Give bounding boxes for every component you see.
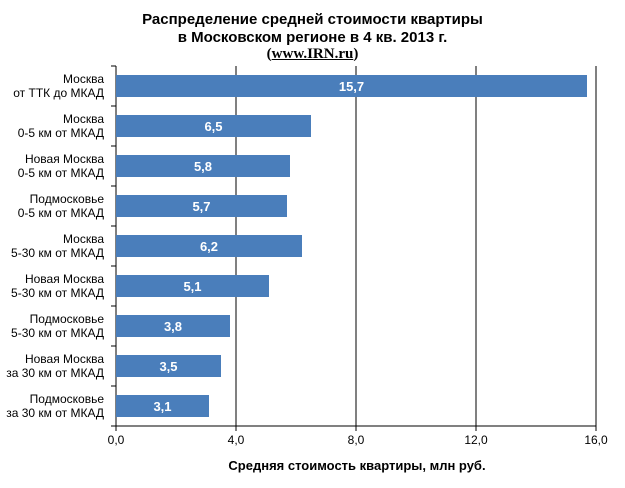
source-link[interactable]: www.IRN.ru bbox=[271, 46, 354, 62]
category-label-6-line-0: Подмосковье bbox=[30, 312, 105, 326]
bar-4 bbox=[116, 235, 302, 257]
bar-6 bbox=[116, 315, 230, 337]
category-label-2-line-0: Новая Москва bbox=[25, 152, 104, 166]
bar-5 bbox=[116, 275, 269, 297]
chart-title-source: (www.IRN.ru) bbox=[266, 46, 359, 62]
x-tick-label-3: 12,0 bbox=[464, 433, 488, 447]
category-label-0-line-0: Москва bbox=[63, 72, 104, 86]
bar-1 bbox=[116, 115, 311, 137]
chart-title-line-1: Распределение средней стоимости квартиры bbox=[142, 11, 483, 28]
category-label-7-line-1: за 30 км от МКАД bbox=[6, 366, 104, 380]
bar-7 bbox=[116, 355, 221, 377]
category-label-0: Москва от ТТК до МКАД bbox=[13, 72, 104, 100]
bar-value-label-6: 3,8 bbox=[164, 319, 182, 334]
category-label-7-line-0: Новая Москва bbox=[25, 352, 104, 366]
category-label-1-line-1: 0-5 км от МКАД bbox=[18, 126, 104, 140]
bar-value-label-3: 5,7 bbox=[192, 199, 210, 214]
x-axis-label: Средняя стоимость квартиры, млн руб. bbox=[228, 458, 486, 473]
category-label-1-line-0: Москва bbox=[63, 112, 104, 126]
bar-2 bbox=[116, 155, 290, 177]
category-label-3-line-0: Подмосковье bbox=[30, 192, 105, 206]
x-tick-label-0: 0,0 bbox=[108, 433, 125, 447]
bar-0 bbox=[116, 75, 587, 97]
chart-title-line-2: в Московском регионе в 4 кв. 2013 г. bbox=[177, 29, 448, 46]
category-label-5: Новая Москва 5-30 км от МКАД bbox=[11, 272, 104, 300]
x-tick-label-2: 8,0 bbox=[348, 433, 365, 447]
category-label-7: Новая Москва за 30 км от МКАД bbox=[6, 352, 104, 380]
bar-value-label-7: 3,5 bbox=[159, 359, 177, 374]
category-label-3: Подмосковье 0-5 км от МКАД bbox=[18, 192, 105, 220]
category-label-2: Новая Москва 0-5 км от МКАД bbox=[18, 152, 105, 180]
bar-value-label-2: 5,8 bbox=[194, 159, 212, 174]
category-label-2-line-1: 0-5 км от МКАД bbox=[18, 166, 104, 180]
category-label-8: Подмосковье за 30 км от МКАД bbox=[6, 392, 104, 420]
category-label-1: Москва 0-5 км от МКАД bbox=[18, 112, 105, 140]
category-label-8-line-0: Подмосковье bbox=[30, 392, 105, 406]
category-label-5-line-1: 5-30 км от МКАД bbox=[11, 286, 104, 300]
bar-3 bbox=[116, 195, 287, 217]
category-label-4: Москва 5-30 км от МКАД bbox=[11, 232, 104, 260]
x-tick-label-1: 4,0 bbox=[228, 433, 245, 447]
category-label-5-line-0: Новая Москва bbox=[25, 272, 104, 286]
x-tick-label-4: 16,0 bbox=[584, 433, 608, 447]
category-label-4-line-0: Москва bbox=[63, 232, 104, 246]
category-label-4-line-1: 5-30 км от МКАД bbox=[11, 246, 104, 260]
bar-value-label-4: 6,2 bbox=[200, 239, 218, 254]
category-label-6: Подмосковье 5-30 км от МКАД bbox=[11, 312, 104, 340]
category-label-3-line-1: 0-5 км от МКАД bbox=[18, 206, 104, 220]
category-label-0-line-1: от ТТК до МКАД bbox=[13, 86, 104, 100]
bar-value-label-1: 6,5 bbox=[204, 119, 222, 134]
bar-value-label-0: 15,7 bbox=[339, 79, 364, 94]
category-label-6-line-1: 5-30 км от МКАД bbox=[11, 326, 104, 340]
bar-value-label-8: 3,1 bbox=[153, 399, 171, 414]
bar-8 bbox=[116, 395, 209, 417]
bar-value-label-5: 5,1 bbox=[183, 279, 201, 294]
category-label-8-line-1: за 30 км от МКАД bbox=[6, 406, 104, 420]
